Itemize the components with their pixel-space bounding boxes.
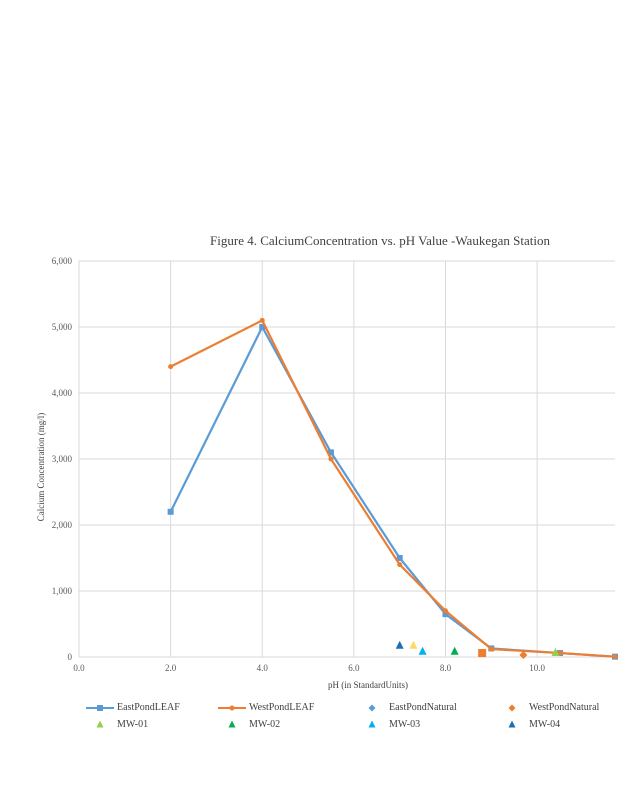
x-axis-label: pH (in StandardUnits)	[328, 680, 408, 690]
legend-item: MW-01	[86, 719, 148, 730]
y-axis-label: Calcium Concentration (mg/l)	[36, 413, 46, 521]
data-point	[442, 611, 449, 618]
data-point	[96, 720, 104, 727]
series-mw-01	[551, 648, 560, 657]
data-point	[397, 562, 403, 568]
data-point	[327, 449, 334, 456]
y-tick-label: 1,000	[52, 586, 73, 596]
series-mw-03	[418, 646, 427, 655]
axes: 0 1,000 2,000 3,000 4,000 5,000 6,000 0.0 2.0 4.0…	[52, 256, 615, 673]
legend-item: MW-02	[218, 719, 280, 730]
legend-swatch	[368, 720, 376, 727]
x-tick-label: 0.0	[73, 663, 85, 673]
data-point	[442, 608, 448, 614]
legend-item: EastPondLEAF	[86, 702, 180, 713]
data-point	[508, 720, 516, 727]
legend-item: MW-03	[358, 719, 420, 730]
data-point	[167, 508, 174, 515]
legend-swatch	[368, 704, 376, 711]
data-point	[409, 640, 418, 649]
legend-swatch	[96, 720, 104, 727]
data-point	[368, 704, 376, 711]
legend-label: MW-03	[389, 719, 421, 730]
legend-row: MW-01 MW-02 MW-03 MW-04	[86, 719, 606, 736]
series-line	[169, 325, 616, 658]
data-point	[229, 705, 235, 710]
data-point	[612, 654, 618, 660]
data-point	[328, 456, 334, 462]
legend-label: WestPondLEAF	[249, 702, 315, 713]
legend-label: EastPondNatural	[389, 702, 457, 713]
chart: Figure 4. CalciumConcentration vs. pH Va…	[36, 233, 618, 690]
legend-swatch	[508, 704, 516, 711]
data-point	[557, 650, 563, 656]
legend-label: MW-04	[529, 719, 561, 730]
legend-row: EastPondLEAF WestPondLEAF EastPondNatural W…	[86, 702, 606, 719]
data-point	[488, 646, 494, 652]
series-westpondleaf	[168, 317, 618, 660]
legend-item: WestPondLEAF	[218, 702, 314, 713]
legend-item: EastPondNatural	[358, 702, 457, 713]
y-tick-label: 2,000	[52, 520, 73, 530]
series-mw-04	[395, 640, 404, 649]
legend-swatch	[228, 720, 236, 727]
series-line	[170, 319, 616, 658]
y-tick-label: 3,000	[52, 454, 73, 464]
series-westpondnatural	[519, 651, 528, 660]
legend: EastPondLEAF WestPondLEAF EastPondNatural W…	[86, 702, 606, 736]
x-tick-label: 6.0	[348, 663, 360, 673]
series-unlabeled-8	[409, 640, 418, 649]
data-point	[519, 651, 528, 660]
legend-item: WestPondNatural	[498, 702, 599, 713]
series-eastpondleaf	[167, 324, 618, 660]
y-tick-label: 0	[68, 652, 73, 662]
data-point	[395, 640, 404, 649]
legend-label: WestPondNatural	[529, 702, 600, 713]
legend-label: EastPondLEAF	[117, 702, 180, 713]
gridlines	[79, 260, 615, 657]
series-group	[167, 317, 618, 660]
y-tick-label: 6,000	[52, 256, 73, 266]
legend-item: MW-04	[498, 719, 560, 730]
y-tick-label: 5,000	[52, 322, 73, 332]
x-tick-label: 2.0	[165, 663, 177, 673]
legend-swatch	[218, 705, 246, 710]
data-point	[259, 317, 265, 323]
data-point	[508, 704, 516, 711]
legend-label: MW-02	[249, 719, 281, 730]
y-tick-label: 4,000	[52, 388, 73, 398]
data-point	[478, 649, 487, 658]
data-point	[418, 646, 427, 655]
data-point	[396, 555, 403, 561]
legend-label: MW-01	[117, 719, 149, 730]
x-tick-label: 8.0	[440, 663, 452, 673]
legend-swatch	[86, 704, 114, 711]
data-point	[228, 720, 236, 727]
data-point	[168, 364, 174, 370]
series-mw-02	[450, 646, 459, 655]
x-tick-label: 10.0	[529, 663, 545, 673]
chart-title: Figure 4. CalciumConcentration vs. pH Va…	[210, 233, 550, 248]
data-point	[450, 646, 459, 655]
data-point	[368, 720, 376, 727]
data-point	[259, 324, 266, 330]
series-unlabeled-9	[478, 649, 487, 658]
legend-swatch	[508, 720, 516, 727]
x-tick-label: 4.0	[257, 663, 269, 673]
data-point	[551, 648, 560, 657]
data-point	[97, 704, 103, 711]
